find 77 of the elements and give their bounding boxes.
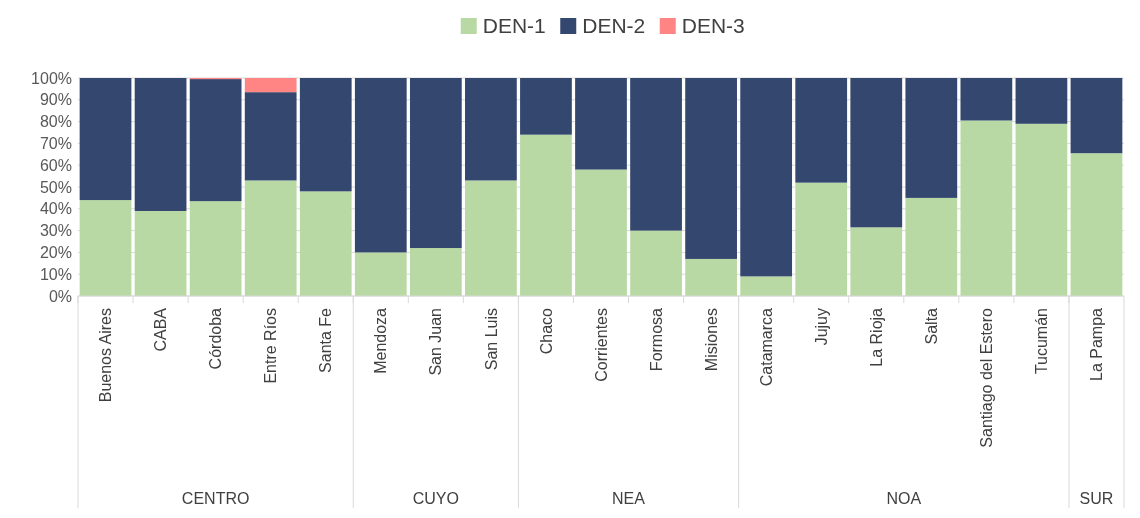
x-tick-label: Chaco xyxy=(537,307,555,355)
bar xyxy=(630,230,682,296)
x-tick-label: Misiones xyxy=(702,308,720,372)
y-tick-label: 70% xyxy=(39,135,72,152)
bar xyxy=(685,258,737,296)
bar xyxy=(575,169,627,296)
bar xyxy=(244,180,297,296)
y-tick-label: 20% xyxy=(39,244,72,261)
bar xyxy=(244,92,297,181)
bar xyxy=(740,78,793,277)
y-tick-label: 0% xyxy=(48,287,72,305)
x-tick-label: Santiago del Estero xyxy=(977,307,995,448)
x-tick-label: Mendoza xyxy=(372,307,390,374)
text: CENTRO xyxy=(181,490,250,507)
bar xyxy=(189,201,242,296)
bar xyxy=(134,210,187,296)
legend-label: DEN-3 xyxy=(681,14,745,37)
bar xyxy=(630,78,682,231)
x-tick-label: La Rioja xyxy=(867,307,885,367)
bar xyxy=(354,252,407,296)
bar xyxy=(575,78,627,170)
bar xyxy=(520,134,572,296)
y-tick-label: 30% xyxy=(39,222,72,240)
x-tick-label: San Juan xyxy=(427,308,445,376)
legend-label: DEN-1 xyxy=(482,14,546,37)
bar xyxy=(795,182,848,296)
x-tick-label: Buenos Aires xyxy=(97,308,115,403)
bar xyxy=(1070,153,1123,296)
bar xyxy=(409,248,462,296)
text: NEA xyxy=(612,490,646,507)
bar xyxy=(79,200,132,296)
y-tick-label: 40% xyxy=(39,200,72,218)
legend-label: DEN-2 xyxy=(582,14,646,37)
bar xyxy=(299,191,352,296)
y-tick-label: 90% xyxy=(39,91,72,109)
x-tick-label: Córdoba xyxy=(207,307,225,370)
bar xyxy=(520,78,572,135)
bar xyxy=(905,78,958,198)
bar xyxy=(409,78,462,249)
x-tick-label: Salta xyxy=(922,307,940,345)
x-tick-label: Jujuy xyxy=(812,308,830,346)
bar xyxy=(1015,123,1068,296)
bar xyxy=(134,78,187,211)
bar xyxy=(189,79,242,202)
y-tick-label: 80% xyxy=(39,113,72,131)
text: NOA xyxy=(886,490,922,507)
y-tick-label: 10% xyxy=(39,265,72,283)
bar xyxy=(740,276,793,296)
x-tick-label: Entre Ríos xyxy=(262,308,280,384)
x-tick-label: La Pampa xyxy=(1088,307,1106,381)
bar xyxy=(795,78,848,183)
bar xyxy=(465,78,517,181)
bar xyxy=(850,78,903,228)
y-tick-label: 50% xyxy=(39,178,72,196)
x-tick-label: Catamarca xyxy=(757,307,775,387)
bar xyxy=(354,78,407,253)
bar xyxy=(850,227,903,296)
bar xyxy=(79,78,132,201)
text: SUR xyxy=(1079,490,1114,507)
x-tick-label: Corrientes xyxy=(592,308,610,382)
x-tick-label: Formosa xyxy=(647,307,665,372)
y-tick-label: 60% xyxy=(39,156,72,174)
x-tick-label: Santa Fe xyxy=(317,307,335,373)
bar xyxy=(905,197,958,296)
bar xyxy=(244,78,297,93)
bar xyxy=(1015,78,1068,124)
bar xyxy=(685,78,737,259)
bar xyxy=(299,78,352,192)
x-tick-label: CABA xyxy=(152,307,170,352)
y-tick-label: 100% xyxy=(31,69,72,87)
text: CUYO xyxy=(412,490,459,507)
bar xyxy=(960,120,1013,296)
bar xyxy=(1070,78,1123,154)
x-tick-label: Tucumán xyxy=(1033,308,1051,375)
bar xyxy=(960,78,1013,121)
x-tick-label: San Luis xyxy=(482,308,500,371)
bar xyxy=(465,180,517,296)
